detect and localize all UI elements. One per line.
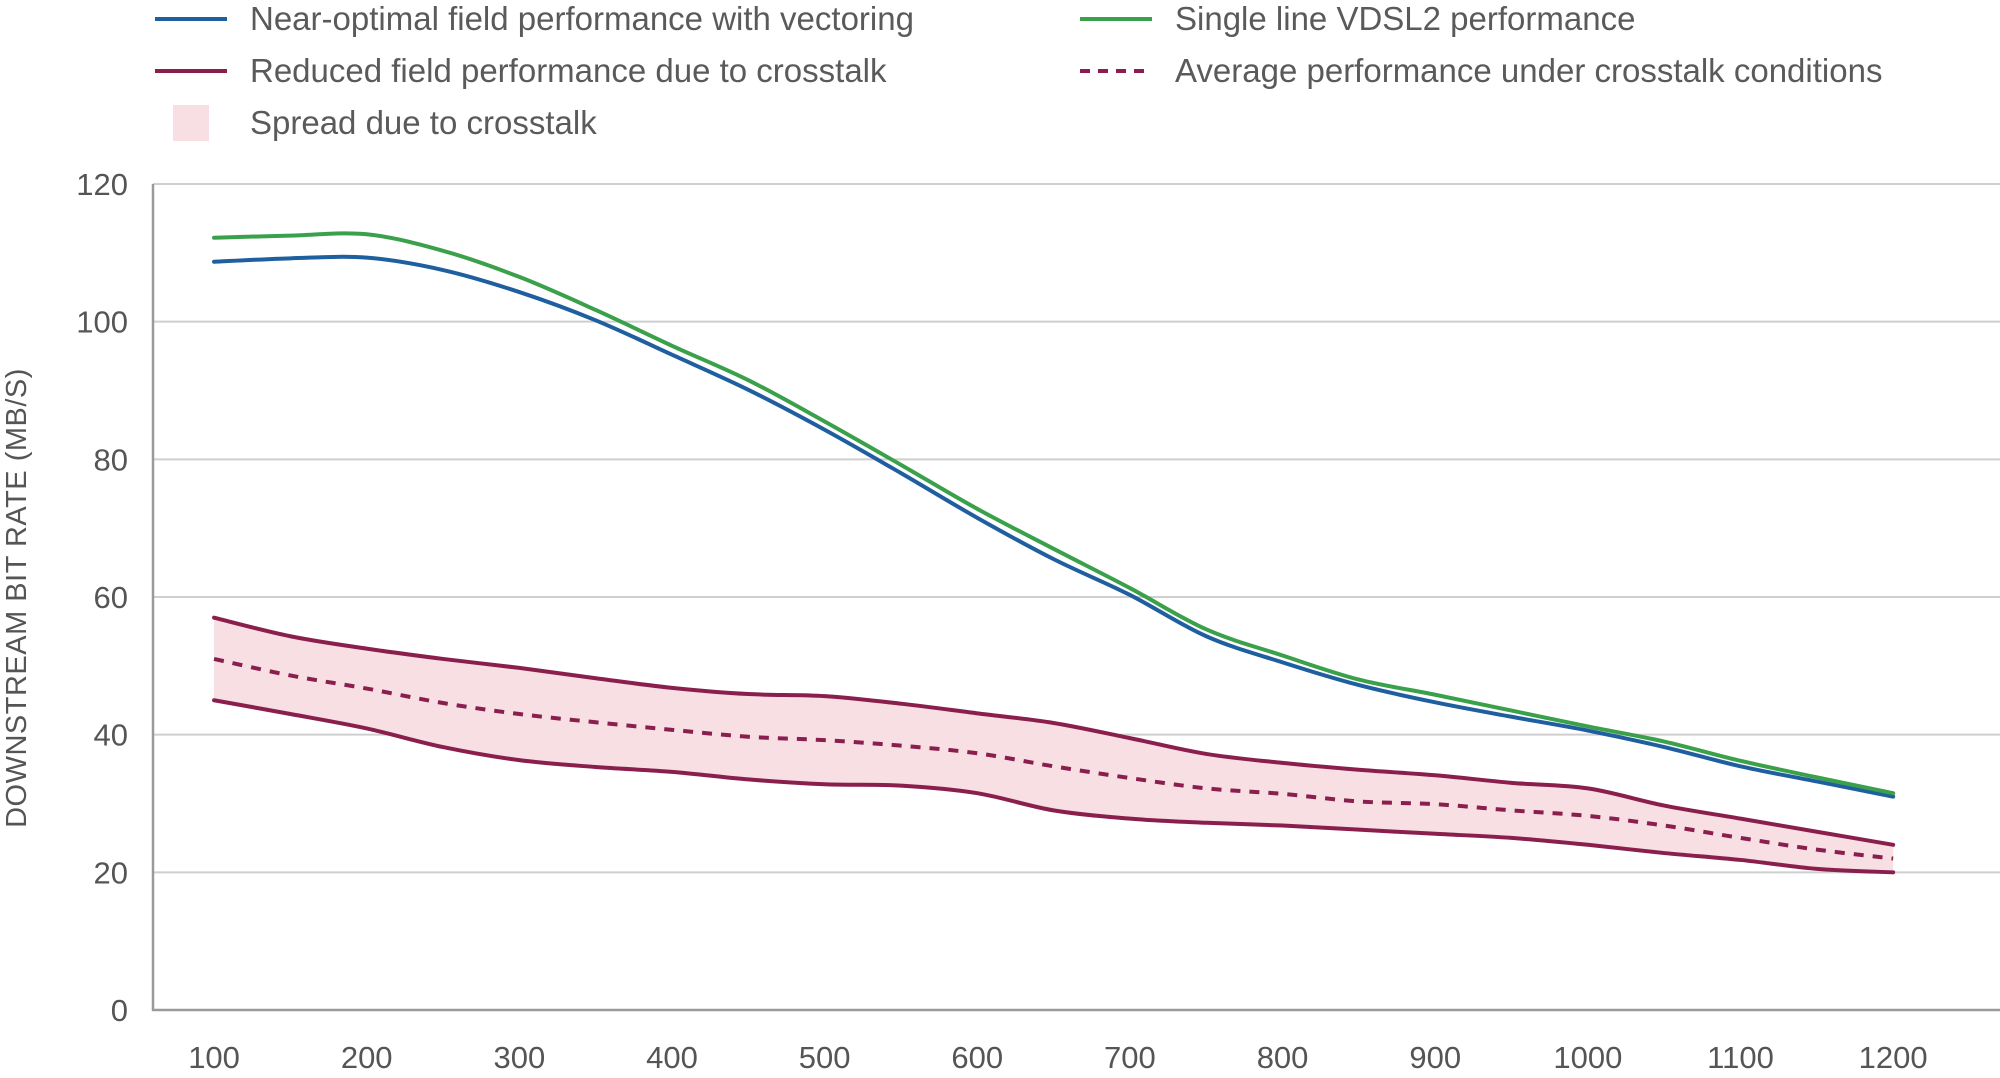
x-tick-label: 900 xyxy=(1409,1040,1461,1075)
x-tick-label: 100 xyxy=(188,1040,240,1075)
legend-label: Average performance under crosstalk cond… xyxy=(1175,52,1882,89)
y-tick-label: 120 xyxy=(76,167,128,202)
y-axis-label: DOWNSTREAM BIT RATE (MB/S) xyxy=(1,368,33,828)
x-tick-label: 300 xyxy=(493,1040,545,1075)
y-tick-label: 40 xyxy=(94,718,128,753)
legend-item: Average performance under crosstalk cond… xyxy=(1080,52,1882,89)
y-tick-label: 20 xyxy=(94,855,128,890)
legend-item: Near-optimal field performance with vect… xyxy=(155,0,914,37)
legend-swatch-box xyxy=(173,105,209,141)
x-tick-label: 1200 xyxy=(1859,1040,1928,1075)
series-line-3 xyxy=(212,698,1896,875)
spread-band xyxy=(214,617,1894,873)
x-tick-label: 1000 xyxy=(1553,1040,1622,1075)
x-tick-label: 400 xyxy=(646,1040,698,1075)
x-tick-label: 700 xyxy=(1104,1040,1156,1075)
legend-item: Reduced field performance due to crossta… xyxy=(155,52,887,89)
legend-label: Single line VDSL2 performance xyxy=(1175,0,1635,37)
x-tick-label: 200 xyxy=(341,1040,393,1075)
x-tick-label: 500 xyxy=(799,1040,851,1075)
y-tick-label: 80 xyxy=(94,442,128,477)
series-line-1 xyxy=(212,231,1896,796)
y-tick-label: 0 xyxy=(111,993,128,1028)
x-tick-label: 600 xyxy=(951,1040,1003,1075)
legend-label: Spread due to crosstalk xyxy=(250,104,597,141)
series-line-4 xyxy=(213,656,1894,861)
legend-label: Reduced field performance due to crossta… xyxy=(250,52,887,89)
legend-label: Near-optimal field performance with vect… xyxy=(250,0,914,37)
y-tick-label: 100 xyxy=(76,305,128,340)
legend-item: Single line VDSL2 performance xyxy=(1080,0,1635,37)
axes xyxy=(151,184,2000,1012)
tick-labels: 0 20 40 60 80 100 120 100 200 300 400 500 600 700 800 9… xyxy=(76,167,1927,1075)
x-tick-label: 800 xyxy=(1257,1040,1309,1075)
legend-item: Spread due to crosstalk xyxy=(173,104,597,141)
series-line-0 xyxy=(212,254,1896,799)
x-tick-label: 1100 xyxy=(1707,1040,1774,1075)
series-layer xyxy=(212,231,1896,875)
y-tick-label: 60 xyxy=(94,580,128,615)
legend: Near-optimal field performance with vect… xyxy=(155,0,1882,141)
axis-lines xyxy=(151,184,2000,1012)
spread-band-layer xyxy=(214,617,1894,873)
series-line-2 xyxy=(212,615,1896,847)
